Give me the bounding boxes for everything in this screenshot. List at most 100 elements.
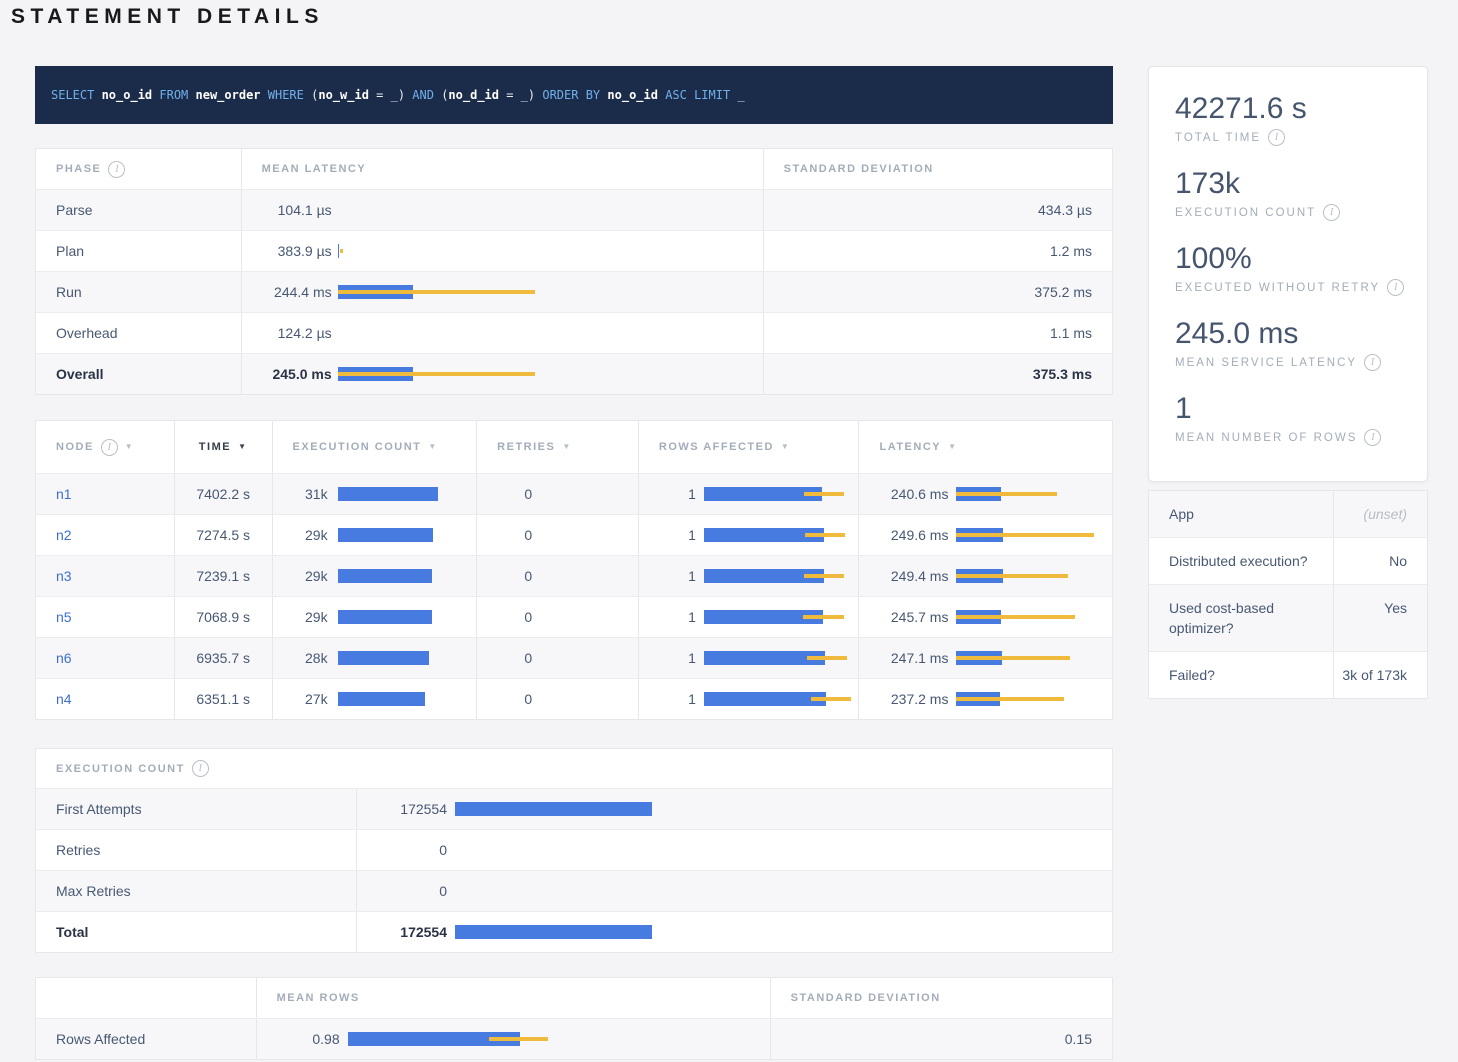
table-row: Rows Affected0.980.15 — [36, 1018, 1112, 1059]
details-row: App(unset) — [1149, 491, 1427, 537]
sql-keyword: FROM — [159, 88, 195, 102]
metric-value: 0 — [477, 486, 532, 502]
retries-bar — [542, 487, 638, 501]
node-link[interactable]: n5 — [56, 609, 72, 625]
column-header-time[interactable]: Time▼ — [174, 421, 272, 473]
column-header-node[interactable]: Nodei▼ — [36, 421, 174, 473]
bar-stddev-line — [956, 615, 1075, 619]
std-deviation-value: 434.3 µs — [763, 190, 1112, 230]
column-header-standard-deviation: Standard Deviation — [770, 978, 1112, 1018]
table-row: Max Retries0 — [36, 870, 1112, 911]
summary-stat-label-text: Total Time — [1175, 132, 1261, 144]
summary-stat-label-text: Mean Service Latency — [1175, 357, 1357, 369]
node-time-value: 7402.2 s — [174, 474, 272, 514]
bar-stddev-line — [956, 656, 1070, 660]
bar-stddev-line — [804, 492, 844, 496]
details-row: Distributed execution?No — [1149, 537, 1427, 584]
metric-value: 124.2 µs — [242, 325, 332, 341]
bar-stddev-line — [956, 574, 1068, 578]
metric-value: 1 — [639, 650, 696, 666]
column-header-retries[interactable]: Retries▼ — [476, 421, 638, 473]
table-row: Run244.4 ms375.2 ms — [36, 271, 1112, 312]
node-link[interactable]: n2 — [56, 527, 72, 543]
latency-bar — [956, 610, 1112, 624]
node-link[interactable]: n1 — [56, 486, 72, 502]
rows-affected-bar — [704, 651, 859, 665]
info-icon[interactable]: i — [1387, 279, 1404, 296]
metric-value: 29k — [273, 609, 328, 625]
retries-bar — [542, 528, 638, 542]
phase-table-header: PhaseiMean LatencyStandard Deviation — [36, 149, 1112, 189]
info-icon[interactable]: i — [1268, 129, 1285, 146]
column-header-label: Standard Deviation — [791, 992, 941, 1004]
column-header-mean-rows: Mean Rows — [256, 978, 770, 1018]
metric-value: 31k — [273, 486, 328, 502]
summary-stat-value: 42271.6 s — [1175, 92, 1417, 126]
bar-mean-segment — [338, 610, 432, 624]
table-row: Plan383.9 µs1.2 ms — [36, 230, 1112, 271]
sidebar-column: 42271.6 sTotal Timei173kExecution Counti… — [1148, 66, 1428, 699]
metric-value: 245.7 ms — [859, 609, 948, 625]
sort-arrow-icon: ▼ — [125, 443, 134, 451]
sql-identifier: no_w_id — [318, 88, 369, 102]
sql-identifier: no_d_id — [448, 88, 499, 102]
column-header-execution-count[interactable]: Execution Count▼ — [272, 421, 477, 473]
info-icon[interactable]: i — [1364, 429, 1381, 446]
metric-value: 0 — [477, 650, 532, 666]
info-icon[interactable]: i — [1323, 204, 1340, 221]
std-deviation-value: 1.1 ms — [763, 313, 1112, 353]
rows-affected-table-header: Mean Rows Standard Deviation — [36, 978, 1112, 1018]
node-time-value: 6935.7 s — [174, 638, 272, 678]
std-deviation-value: 1.2 ms — [763, 231, 1112, 271]
bar-stddev-line — [956, 492, 1057, 496]
metric-value: 1 — [639, 568, 696, 584]
latency-bar — [956, 651, 1112, 665]
info-icon[interactable]: i — [192, 760, 209, 777]
table-row: First Attempts172554 — [36, 788, 1112, 829]
sql-keyword: ASC LIMIT — [665, 88, 737, 102]
sql-punctuation: = _) — [369, 88, 412, 102]
column-header-rows-affected[interactable]: Rows Affected▼ — [638, 421, 859, 473]
summary-stat: 100%Executed without Retryi — [1175, 242, 1417, 296]
summary-stat-label: Mean Service Latency i — [1175, 354, 1417, 371]
execution-count-table-header: Execution Counti — [36, 749, 1112, 788]
info-icon[interactable]: i — [108, 161, 125, 178]
rows-affected-bar — [704, 692, 859, 706]
metric-value: 172554 — [357, 801, 447, 817]
metric-value: 0.98 — [257, 1031, 340, 1047]
sort-arrow-icon: ▼ — [238, 443, 247, 451]
column-header-label: Standard Deviation — [784, 163, 934, 175]
page-title: STATEMENT DETAILS — [11, 5, 324, 29]
summary-stat: 42271.6 s Total Time i — [1175, 92, 1417, 146]
summary-stat-label-text: Executed without Retry — [1175, 282, 1380, 294]
metric-value: 0 — [357, 883, 447, 899]
sql-punctuation: _ — [737, 88, 744, 102]
sql-keyword: WHERE — [268, 88, 311, 102]
bar-stddev-line — [804, 574, 844, 578]
column-header-label: Mean Rows — [277, 992, 360, 1004]
execution-row-label: First Attempts — [36, 789, 356, 829]
table-row: n17402.2 s31k01240.6 ms — [36, 473, 1112, 514]
table-row: n57068.9 s29k01245.7 ms — [36, 596, 1112, 637]
sql-keyword: SELECT — [51, 88, 102, 102]
column-header-latency[interactable]: Latency▼ — [858, 421, 1112, 473]
node-link[interactable]: n3 — [56, 568, 72, 584]
bar-stddev-line — [340, 249, 343, 253]
metric-value: 29k — [273, 527, 328, 543]
latency-bar — [956, 692, 1112, 706]
info-icon[interactable]: i — [1364, 354, 1381, 371]
node-link[interactable]: n4 — [56, 691, 72, 707]
execution-count-bar — [338, 487, 477, 501]
table-row: n37239.1 s29k01249.4 ms — [36, 555, 1112, 596]
table-row: n27274.5 s29k01249.6 ms — [36, 514, 1112, 555]
column-header-standard-deviation: Standard Deviation — [763, 149, 1112, 189]
info-icon[interactable]: i — [101, 439, 118, 456]
node-time-value: 7239.1 s — [174, 556, 272, 596]
metric-value: 237.2 ms — [859, 691, 948, 707]
std-deviation-value: 375.3 ms — [763, 354, 1112, 394]
node-link[interactable]: n6 — [56, 650, 72, 666]
std-deviation-value: 375.2 ms — [763, 272, 1112, 312]
phase-label: Overhead — [36, 313, 241, 353]
execution-count-bar — [338, 528, 477, 542]
main-column: SELECT no_o_id FROM new_order WHERE (no_… — [35, 66, 1113, 1060]
